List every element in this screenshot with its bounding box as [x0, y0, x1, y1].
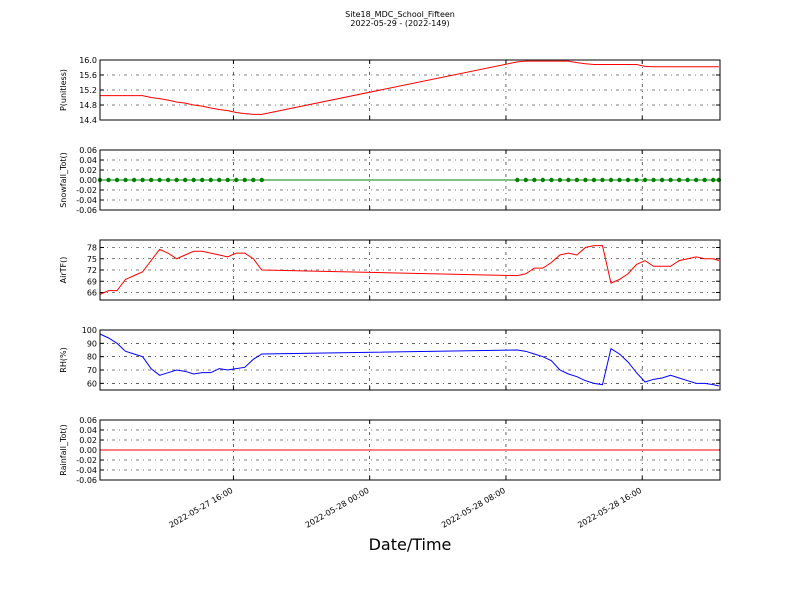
y-tick-label: 70	[87, 366, 97, 375]
y-axis-label: Snowfall_Tot()	[59, 152, 68, 208]
marker	[676, 177, 682, 183]
chart-subtitle: 2022-05-29 - (2022-149)	[350, 19, 449, 28]
marker	[182, 177, 188, 183]
y-tick-label: 0.06	[79, 146, 97, 155]
marker	[668, 177, 673, 183]
plot-frame	[99, 149, 721, 211]
marker	[608, 177, 614, 183]
marker	[259, 177, 265, 183]
y-tick-label: 100	[82, 326, 97, 335]
marker	[685, 177, 690, 183]
marker	[693, 177, 699, 183]
x-axis-label: Date/Time	[369, 535, 452, 554]
y-tick-label: 66	[87, 289, 97, 298]
marker	[583, 177, 588, 183]
marker	[523, 177, 529, 183]
marker	[651, 177, 656, 183]
y-tick-label: 15.2	[79, 86, 97, 95]
marker	[557, 177, 563, 183]
y-tick-label: 15.6	[79, 71, 97, 80]
marker	[225, 177, 230, 183]
y-tick-label: -0.02	[76, 456, 97, 465]
line	[99, 245, 720, 295]
marker	[242, 177, 247, 183]
marker	[566, 177, 571, 183]
y-tick-label: 60	[87, 379, 97, 388]
marker	[140, 177, 145, 183]
marker	[625, 177, 631, 183]
y-tick-label: 75	[87, 255, 97, 264]
y-tick-label: -0.06	[76, 476, 97, 485]
marker	[165, 177, 171, 183]
marker	[574, 177, 580, 183]
marker	[106, 177, 111, 183]
y-tick-label: -0.04	[76, 466, 97, 475]
marker	[617, 177, 622, 183]
marker	[642, 177, 648, 183]
marker	[634, 177, 639, 183]
y-tick-label: 69	[87, 277, 97, 286]
y-tick-label: 72	[87, 266, 97, 275]
chart-title: Site18_MDC_School_Fifteen	[345, 10, 455, 19]
marker	[174, 177, 179, 183]
marker	[251, 177, 256, 183]
plot-frame	[99, 419, 721, 481]
y-axis-label: Rainfall_Tot()	[59, 424, 68, 476]
marker	[123, 177, 128, 183]
y-tick-label: 16.0	[79, 56, 97, 65]
marker	[532, 177, 537, 183]
marker	[702, 177, 707, 183]
marker	[234, 177, 239, 183]
y-tick-label: 0.00	[79, 176, 97, 185]
marker	[515, 177, 520, 183]
y-axis-label: AirTF()	[59, 257, 68, 284]
y-tick-label: 0.02	[79, 436, 97, 445]
y-tick-label: 0.06	[79, 416, 97, 425]
plot-frame	[99, 329, 721, 391]
marker	[600, 177, 605, 183]
y-tick-label: 0.04	[79, 426, 97, 435]
y-axis-label: RH(%)	[59, 347, 68, 372]
plot-frame	[99, 239, 721, 301]
marker	[659, 177, 665, 183]
marker	[710, 177, 716, 183]
marker	[148, 177, 154, 183]
marker	[540, 177, 546, 183]
y-tick-label: 0.00	[79, 446, 97, 455]
y-tick-label: 80	[87, 353, 97, 362]
y-tick-label: -0.04	[76, 196, 97, 205]
y-tick-label: 78	[87, 244, 97, 253]
y-tick-label: 14.8	[79, 101, 97, 110]
line	[100, 60, 719, 115]
y-tick-label: 90	[87, 339, 97, 348]
y-tick-label: 0.04	[79, 156, 97, 165]
marker	[191, 177, 196, 183]
marker	[131, 177, 137, 183]
y-axis-label: P(unitless)	[59, 69, 68, 111]
y-tick-label: 0.02	[79, 166, 97, 175]
plot-frame	[99, 59, 721, 121]
marker	[591, 177, 597, 183]
y-tick-label: -0.06	[76, 206, 97, 215]
marker	[157, 177, 162, 183]
marker	[208, 177, 213, 183]
marker	[199, 177, 205, 183]
y-tick-label: -0.02	[76, 186, 97, 195]
marker	[217, 177, 222, 183]
marker	[549, 177, 554, 183]
line	[99, 333, 719, 387]
marker	[114, 177, 120, 183]
y-tick-label: 14.4	[79, 116, 97, 125]
